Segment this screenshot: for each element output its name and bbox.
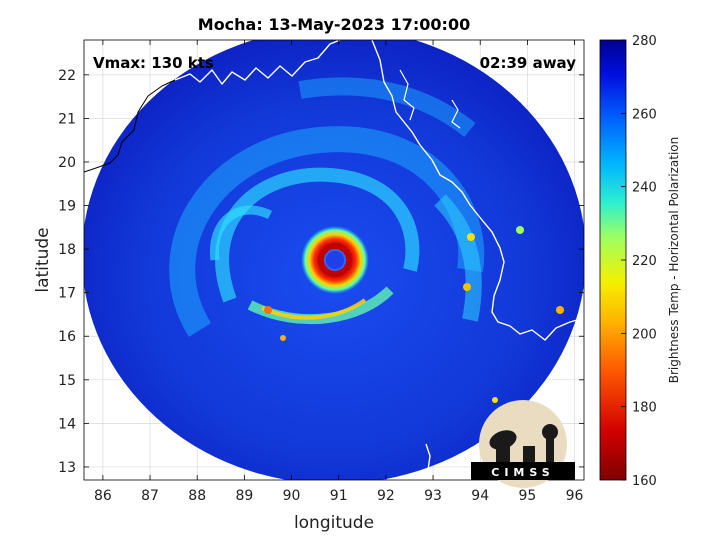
x-axis-ticks: 86 87 88 89 90 91 92 93 94 95 96	[94, 40, 584, 504]
convective-cell	[280, 335, 286, 341]
tower-icon	[542, 424, 558, 440]
y-tick-label: 19	[58, 199, 76, 215]
eyewall-ring	[318, 243, 352, 277]
y-tick-label: 15	[58, 373, 76, 389]
convective-cell	[463, 283, 471, 291]
convective-cell	[516, 226, 524, 234]
logo-text: CIMSS	[491, 466, 554, 479]
x-axis-label: longitude	[294, 513, 374, 533]
convective-cell	[467, 233, 475, 241]
x-tick-label: 94	[471, 488, 489, 504]
coastline-inland	[399, 69, 415, 121]
convective-cell	[492, 397, 498, 403]
colorbar-tick-label: 280	[632, 34, 657, 49]
y-tick-label: 13	[58, 460, 76, 476]
x-tick-label: 86	[94, 488, 112, 504]
colorbar-tick-label: 220	[632, 254, 657, 269]
swath-image	[84, 40, 584, 480]
colorbar-ticks: 160 180 200 220 240 260 280	[621, 34, 657, 489]
inner-rainband-north	[215, 167, 420, 303]
colorbar-tick-label: 180	[632, 401, 657, 416]
y-tick-label: 18	[58, 242, 76, 258]
plot-area: 86 87 88 89 90 91 92 93 94 95 96 13 14 15 16 17 18 19 20 2…	[58, 39, 585, 504]
y-tick-label: 21	[58, 111, 76, 127]
x-tick-label: 92	[377, 488, 395, 504]
x-tick-label: 88	[188, 488, 206, 504]
colorbar-tick-label: 160	[632, 474, 657, 489]
y-tick-label: 16	[58, 329, 76, 345]
colorbar: 160 180 200 220 240 260 280 Brightness Temp - …	[599, 34, 681, 489]
x-tick-label: 89	[235, 488, 253, 504]
x-tick-label: 90	[283, 488, 301, 504]
y-axis-label: latitude	[33, 227, 53, 292]
plot-frame	[83, 39, 585, 481]
x-tick-label: 96	[566, 488, 584, 504]
spiral-band-west	[209, 205, 273, 261]
x-tick-label: 87	[141, 488, 159, 504]
y-tick-label: 22	[58, 68, 76, 84]
colorbar-tick-label: 240	[632, 181, 657, 196]
convective-cell	[264, 306, 272, 314]
coastline-bangladesh	[174, 40, 341, 85]
cimss-logo: CIMSS	[471, 400, 575, 488]
storm-eye	[326, 251, 344, 269]
colorbar-tick-label: 260	[632, 107, 657, 122]
coastline-offshore	[451, 99, 461, 129]
y-tick-label: 20	[58, 155, 76, 171]
coastlines	[84, 40, 584, 480]
x-tick-label: 95	[518, 488, 536, 504]
coastline-myanmar	[371, 40, 584, 341]
x-tick-label: 93	[424, 488, 442, 504]
vmax-label: Vmax: 130 kts	[93, 54, 214, 72]
coastline-india	[84, 79, 176, 173]
y-tick-label: 14	[58, 416, 76, 432]
colorbar-tick-label: 200	[632, 327, 657, 342]
convective-cell	[556, 306, 564, 314]
y-tick-label: 17	[58, 286, 76, 302]
x-tick-label: 91	[330, 488, 348, 504]
y-axis-ticks: 13 14 15 16 17 18 19 20 21 22	[58, 68, 584, 476]
coastline-andaman	[425, 443, 433, 480]
figure-title: Mocha: 13-May-2023 17:00:00	[198, 15, 470, 34]
warm-band-south	[261, 298, 367, 320]
colorbar-label: Brightness Temp - Horizontal Polarizatio…	[667, 137, 681, 384]
satellite-dish-icon	[489, 430, 517, 450]
coastal-convection	[434, 194, 482, 322]
time-away-label: 02:39 away	[480, 54, 577, 72]
outer-rainband	[169, 126, 485, 337]
